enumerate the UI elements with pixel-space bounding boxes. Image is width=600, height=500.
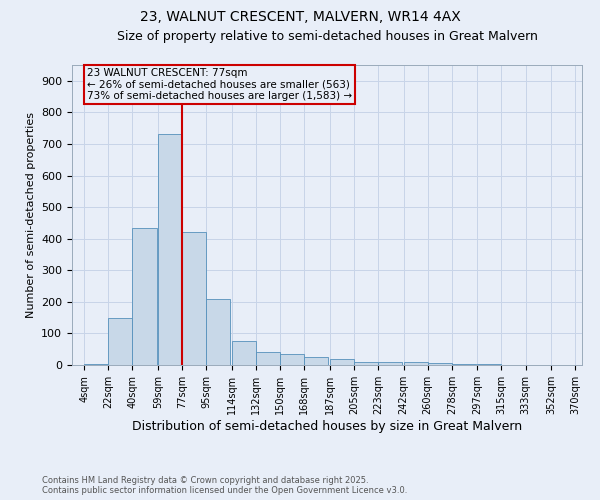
Text: Contains HM Land Registry data © Crown copyright and database right 2025.
Contai: Contains HM Land Registry data © Crown c…	[42, 476, 407, 495]
Bar	[158, 134, 182, 365]
Bar	[404, 362, 428, 365]
Bar	[280, 354, 304, 365]
Bar	[84, 364, 108, 365]
Text: 23, WALNUT CRESCENT, MALVERN, WR14 4AX: 23, WALNUT CRESCENT, MALVERN, WR14 4AX	[140, 10, 460, 24]
Bar	[478, 364, 502, 365]
Title: Size of property relative to semi-detached houses in Great Malvern: Size of property relative to semi-detach…	[116, 30, 538, 43]
Bar	[452, 364, 476, 365]
Bar	[133, 228, 157, 365]
Bar	[378, 362, 402, 365]
Text: 23 WALNUT CRESCENT: 77sqm
← 26% of semi-detached houses are smaller (563)
73% of: 23 WALNUT CRESCENT: 77sqm ← 26% of semi-…	[87, 68, 352, 102]
X-axis label: Distribution of semi-detached houses by size in Great Malvern: Distribution of semi-detached houses by …	[132, 420, 522, 432]
Bar	[108, 318, 133, 365]
Y-axis label: Number of semi-detached properties: Number of semi-detached properties	[26, 112, 35, 318]
Bar	[329, 360, 354, 365]
Bar	[304, 357, 328, 365]
Bar	[182, 232, 206, 365]
Bar	[206, 298, 230, 365]
Bar	[354, 362, 378, 365]
Bar	[428, 364, 452, 365]
Bar	[256, 352, 280, 365]
Bar	[232, 342, 256, 365]
